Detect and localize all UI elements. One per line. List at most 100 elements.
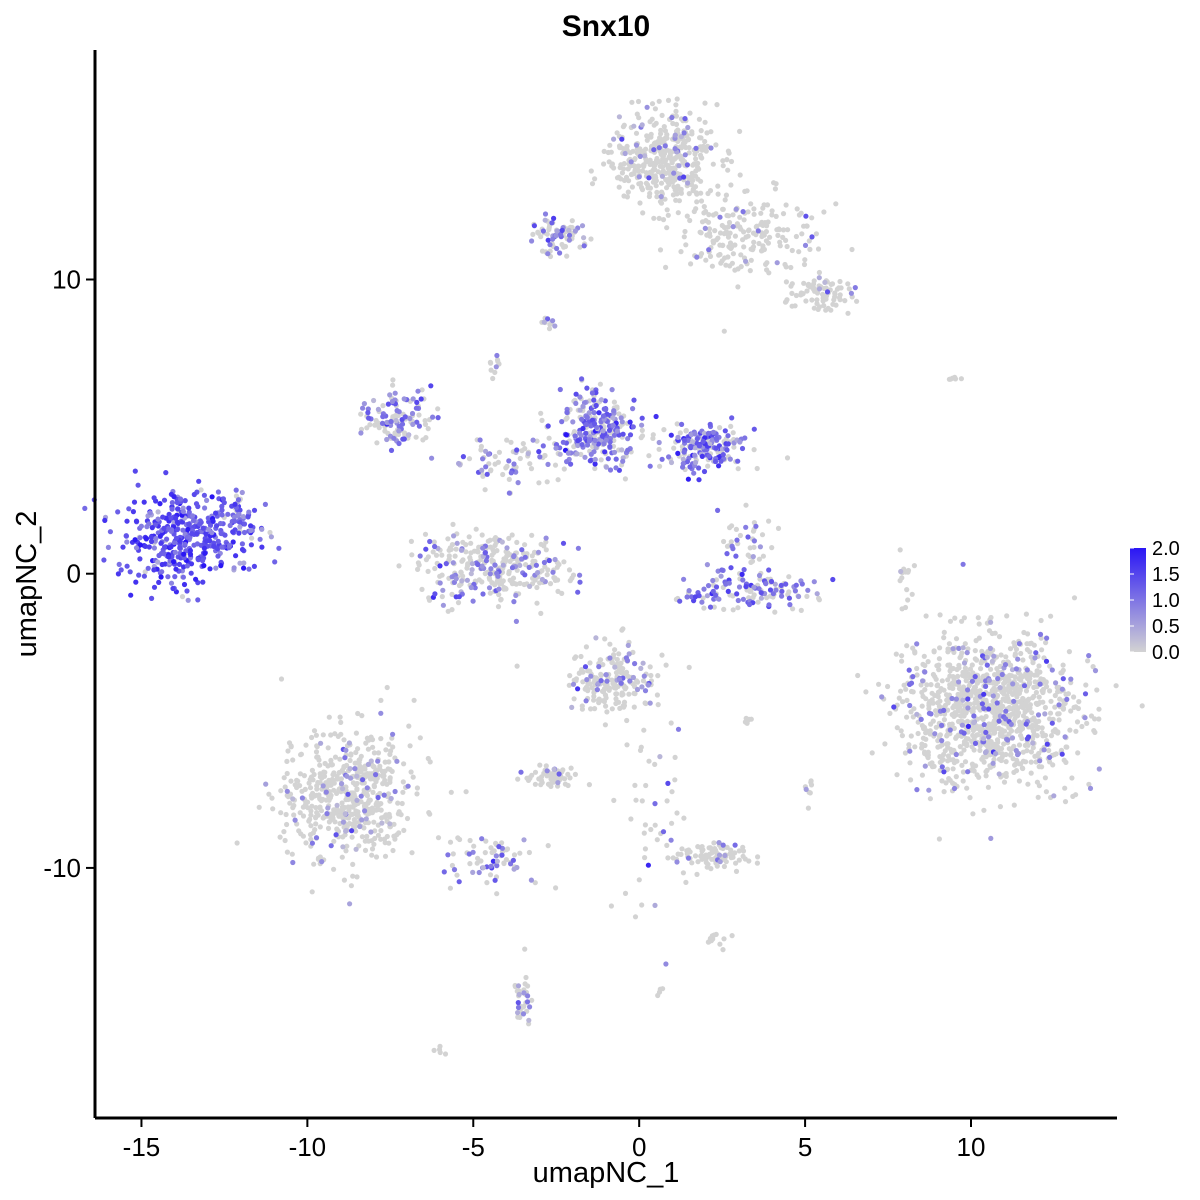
data-point xyxy=(961,730,967,736)
data-point xyxy=(769,208,775,214)
data-point xyxy=(608,149,614,155)
data-point xyxy=(541,543,547,549)
data-point xyxy=(600,413,607,419)
data-point xyxy=(307,785,314,791)
data-point xyxy=(1061,757,1067,763)
data-point xyxy=(618,680,624,686)
data-point xyxy=(632,782,638,789)
data-point xyxy=(674,96,680,102)
data-point xyxy=(554,228,560,234)
data-point xyxy=(1030,745,1036,751)
data-point xyxy=(939,764,945,770)
data-point xyxy=(695,164,701,170)
data-point xyxy=(317,780,323,786)
data-point xyxy=(650,179,657,185)
data-point xyxy=(732,242,738,248)
data-point xyxy=(282,784,288,790)
data-point xyxy=(772,186,779,192)
data-point xyxy=(683,242,689,248)
data-point xyxy=(1051,793,1057,799)
data-point xyxy=(544,231,550,237)
data-point xyxy=(660,168,666,174)
data-point xyxy=(731,444,737,450)
data-point xyxy=(789,247,795,254)
data-point xyxy=(959,618,965,624)
x-tick-label: 10 xyxy=(957,1132,986,1162)
data-point xyxy=(724,212,730,219)
data-point xyxy=(675,434,681,440)
data-point xyxy=(159,569,165,575)
data-point xyxy=(737,532,744,539)
data-point xyxy=(506,458,512,464)
data-point xyxy=(760,553,767,559)
data-point xyxy=(301,773,307,779)
data-point xyxy=(567,673,573,679)
data-point xyxy=(876,681,882,687)
data-point xyxy=(581,235,587,241)
data-point xyxy=(455,600,462,606)
data-point xyxy=(657,136,663,142)
data-point xyxy=(504,437,510,443)
data-point xyxy=(961,747,967,753)
data-point xyxy=(575,545,582,551)
data-point xyxy=(1032,753,1038,759)
data-point xyxy=(721,328,727,334)
data-point xyxy=(936,703,943,710)
data-point xyxy=(1015,656,1021,662)
data-point xyxy=(227,522,233,529)
data-point xyxy=(713,142,719,148)
data-point xyxy=(479,563,485,569)
data-point xyxy=(956,686,963,692)
data-point xyxy=(923,613,929,619)
data-point xyxy=(433,552,440,558)
data-point xyxy=(972,648,978,654)
data-point xyxy=(977,743,983,749)
data-point xyxy=(517,455,523,462)
data-point xyxy=(639,433,646,439)
data-point xyxy=(879,694,885,700)
data-point xyxy=(201,492,207,498)
data-point xyxy=(218,530,224,537)
data-point xyxy=(185,597,191,603)
data-point xyxy=(499,852,505,858)
data-point xyxy=(207,566,213,572)
data-point xyxy=(409,552,415,558)
data-point xyxy=(648,672,654,679)
data-point xyxy=(441,869,447,875)
data-point xyxy=(944,766,951,772)
data-point xyxy=(374,767,380,773)
data-point xyxy=(499,539,505,545)
data-point xyxy=(677,430,683,436)
data-point xyxy=(698,128,704,134)
data-point xyxy=(950,646,956,652)
data-point xyxy=(361,401,367,407)
data-point xyxy=(574,451,580,457)
data-point xyxy=(680,870,687,876)
data-point xyxy=(225,511,231,517)
data-point xyxy=(832,291,838,297)
data-point xyxy=(559,241,565,248)
data-point xyxy=(298,751,304,757)
data-point xyxy=(754,465,760,472)
data-point xyxy=(587,668,593,674)
data-point xyxy=(648,826,654,833)
data-point xyxy=(958,376,965,382)
data-point xyxy=(906,667,912,673)
data-point xyxy=(706,247,712,253)
data-point xyxy=(1028,770,1034,776)
data-point xyxy=(464,577,470,583)
data-point xyxy=(1013,646,1020,652)
data-point xyxy=(292,782,298,788)
data-point xyxy=(151,584,158,590)
data-point xyxy=(903,686,909,692)
data-point xyxy=(364,425,370,431)
data-point xyxy=(674,191,680,197)
data-point xyxy=(552,462,559,468)
data-point xyxy=(579,416,585,422)
data-point xyxy=(394,408,400,414)
data-point xyxy=(1092,668,1099,674)
data-point xyxy=(733,868,740,875)
data-point xyxy=(515,480,521,486)
data-point xyxy=(987,645,994,652)
